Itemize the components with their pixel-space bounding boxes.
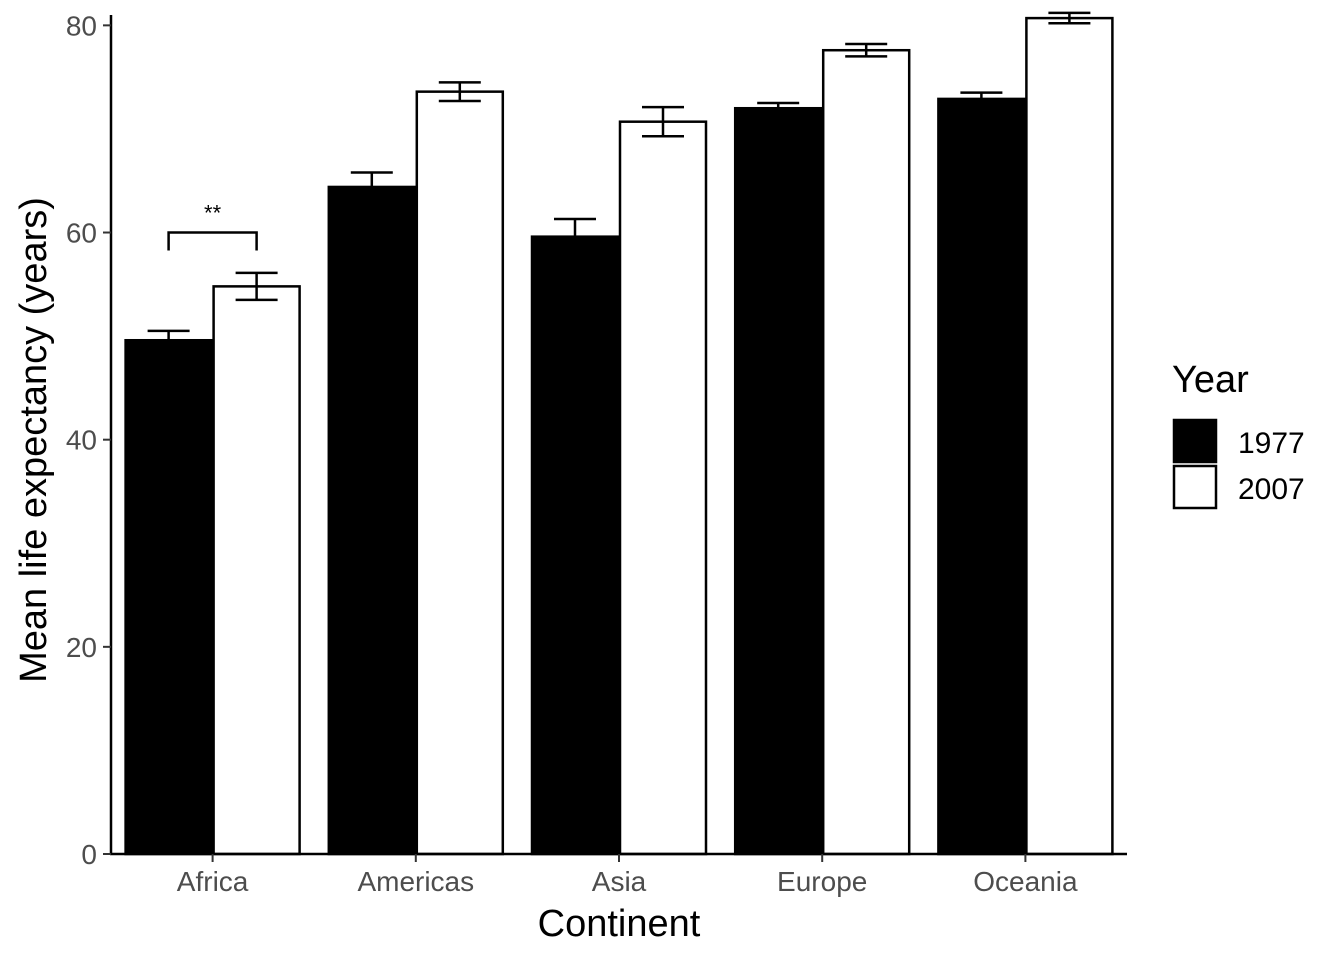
bar-americas-2007 [415, 90, 505, 856]
bar-asia-1977 [530, 235, 620, 856]
significance-label: ** [204, 201, 222, 226]
legend-title: Year [1172, 359, 1249, 401]
y-tick-label: 20 [66, 632, 97, 663]
x-tick-label-africa: Africa [177, 866, 249, 897]
x-axis-title: Continent [538, 903, 701, 945]
plot-area: 0 20 40 60 80 Africa Americas Asia Europe Oceania… [66, 10, 1127, 897]
y-tick-label: 60 [66, 218, 97, 249]
bar-asia-2007 [618, 120, 708, 856]
bar-oceania-2007 [1025, 16, 1114, 856]
bar-americas-1977 [327, 185, 417, 856]
y-tick-label: 80 [66, 10, 97, 41]
y-tick-label: 0 [81, 839, 97, 870]
legend-label-1977: 1977 [1238, 427, 1305, 460]
bar-oceania-1977 [937, 97, 1026, 856]
bar-africa-2007 [212, 285, 301, 856]
significance-bracket [167, 231, 258, 251]
bar-europe-2007 [821, 48, 911, 856]
x-tick-label-oceania: Oceania [973, 866, 1078, 897]
legend-key-2007 [1172, 464, 1218, 510]
legend: Year 1977 2007 [1172, 359, 1305, 510]
y-tick-label: 40 [66, 425, 97, 456]
x-tick-label-europe: Europe [777, 866, 867, 897]
legend-key-1977 [1172, 418, 1218, 464]
bar-africa-1977 [124, 338, 213, 856]
x-tick-label-asia: Asia [592, 866, 647, 897]
legend-label-2007: 2007 [1238, 473, 1305, 506]
x-tick-label-americas: Americas [357, 866, 474, 897]
y-axis-title: Mean life expectancy (years) [13, 197, 55, 683]
bar-europe-1977 [733, 106, 823, 856]
